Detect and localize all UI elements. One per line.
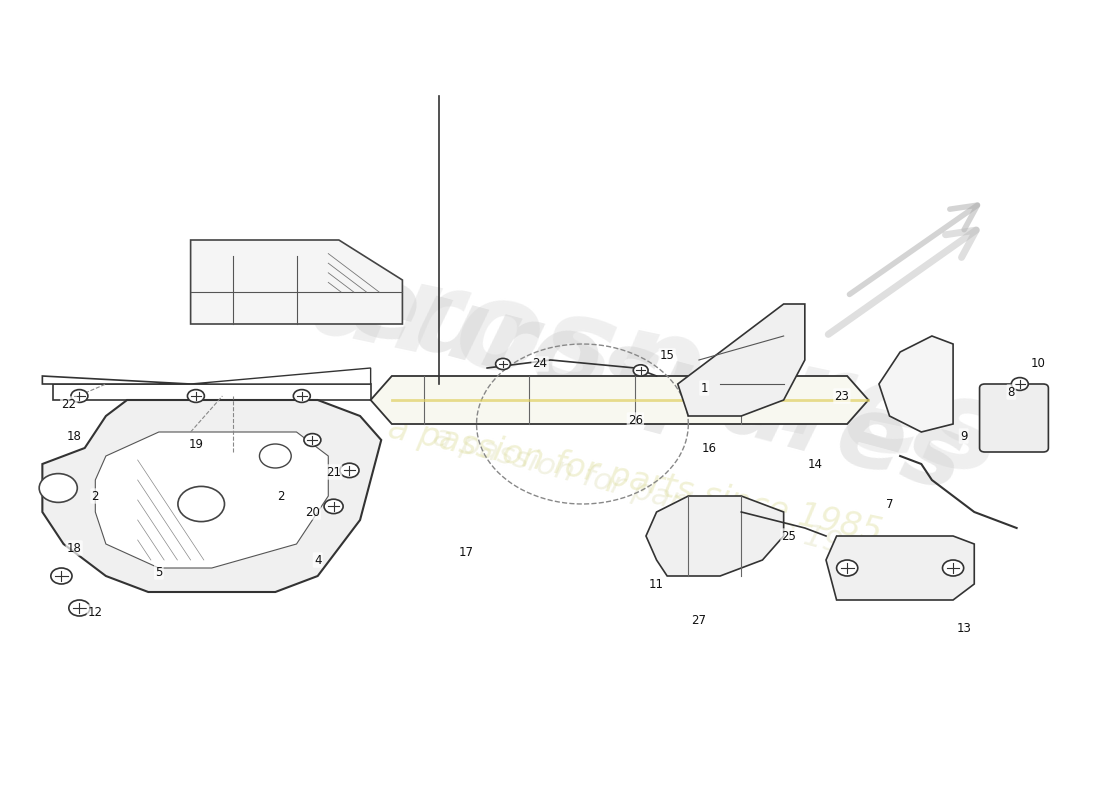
Text: 17: 17 xyxy=(459,546,473,558)
Circle shape xyxy=(943,560,964,576)
Polygon shape xyxy=(371,376,868,424)
Circle shape xyxy=(178,486,224,522)
Text: a passion for parts since 1985: a passion for parts since 1985 xyxy=(430,422,883,570)
Text: 8: 8 xyxy=(1008,386,1015,398)
Text: 5: 5 xyxy=(155,566,163,578)
Circle shape xyxy=(40,474,77,502)
Circle shape xyxy=(260,444,292,468)
Circle shape xyxy=(496,358,510,370)
Text: a passion for parts since 1985: a passion for parts since 1985 xyxy=(385,411,886,549)
Circle shape xyxy=(340,463,359,478)
Circle shape xyxy=(294,390,310,402)
Text: 14: 14 xyxy=(807,458,823,470)
Text: 18: 18 xyxy=(67,430,81,442)
Text: 12: 12 xyxy=(88,606,102,618)
Text: 19: 19 xyxy=(188,438,204,450)
Circle shape xyxy=(1011,378,1028,390)
Text: 7: 7 xyxy=(886,498,893,510)
Text: eurospares: eurospares xyxy=(339,255,975,513)
Text: 22: 22 xyxy=(62,398,76,410)
Polygon shape xyxy=(190,368,371,384)
Text: 25: 25 xyxy=(781,530,796,542)
Circle shape xyxy=(72,390,88,402)
Circle shape xyxy=(837,560,858,576)
Text: 18: 18 xyxy=(67,542,81,554)
Circle shape xyxy=(304,434,321,446)
Text: eurospares: eurospares xyxy=(216,218,1013,502)
Text: 27: 27 xyxy=(692,614,706,626)
Polygon shape xyxy=(678,304,805,416)
Text: 24: 24 xyxy=(532,358,548,370)
Circle shape xyxy=(51,568,72,584)
Text: 4: 4 xyxy=(314,554,321,566)
Text: 11: 11 xyxy=(649,578,664,590)
Text: 9: 9 xyxy=(960,430,967,442)
Polygon shape xyxy=(646,496,783,576)
Polygon shape xyxy=(879,336,953,432)
Polygon shape xyxy=(53,384,371,400)
Polygon shape xyxy=(43,376,190,384)
Text: 16: 16 xyxy=(702,442,717,454)
Circle shape xyxy=(187,390,205,402)
Polygon shape xyxy=(43,400,382,592)
Circle shape xyxy=(324,499,343,514)
Text: 26: 26 xyxy=(628,414,642,426)
Text: 21: 21 xyxy=(326,466,341,478)
Text: 2: 2 xyxy=(91,490,99,502)
Text: 10: 10 xyxy=(1031,358,1045,370)
Polygon shape xyxy=(826,536,975,600)
Polygon shape xyxy=(190,240,403,324)
Text: 1: 1 xyxy=(701,382,708,394)
Text: 13: 13 xyxy=(956,622,971,634)
Polygon shape xyxy=(96,432,328,568)
Text: 2: 2 xyxy=(277,490,285,502)
FancyBboxPatch shape xyxy=(980,384,1048,452)
Text: 23: 23 xyxy=(835,390,849,402)
Circle shape xyxy=(634,365,648,376)
Circle shape xyxy=(69,600,90,616)
Text: 15: 15 xyxy=(660,350,674,362)
Text: 20: 20 xyxy=(305,506,320,518)
